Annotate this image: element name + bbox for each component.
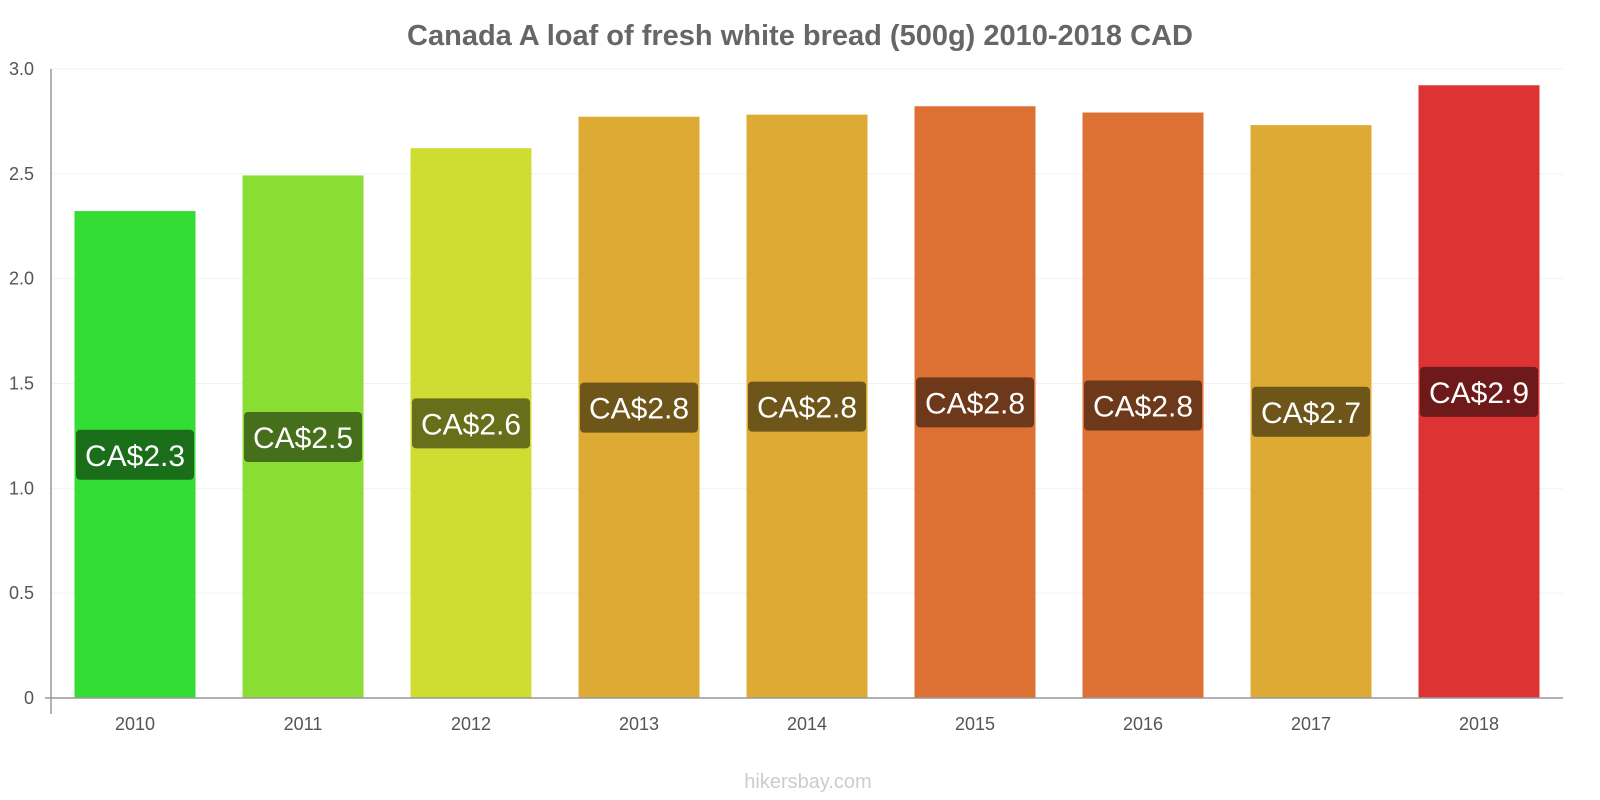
y-tick-label: 0.5 [9, 583, 34, 603]
data-label-box [916, 377, 1034, 428]
data-label: CA$2.8 [925, 387, 1025, 420]
data-label-box [748, 381, 866, 432]
x-tick-label: 2015 [955, 714, 995, 734]
x-tick-label: 2017 [1291, 714, 1331, 734]
data-label-box [76, 429, 194, 480]
x-tick-label: 2012 [451, 714, 491, 734]
y-tick-label: 2.0 [9, 269, 34, 289]
data-label: CA$2.6 [421, 408, 521, 441]
x-tick-label: 2016 [1123, 714, 1163, 734]
x-tick-label: 2013 [619, 714, 659, 734]
footer-watermark: hikersbay.com [744, 771, 871, 793]
data-label-box [412, 398, 530, 449]
data-label: CA$2.9 [1429, 377, 1529, 410]
x-tick-label: 2011 [284, 714, 323, 734]
y-tick-label: 1.0 [9, 478, 34, 498]
data-label: CA$2.5 [253, 422, 353, 455]
x-tick-label: 2018 [1459, 714, 1499, 734]
x-tick-label: 2014 [787, 714, 827, 734]
data-label-box [1084, 380, 1202, 431]
data-label: CA$2.7 [1261, 397, 1361, 430]
data-label: CA$2.8 [757, 392, 857, 425]
data-label-box [580, 382, 698, 433]
y-tick-label: 2.5 [9, 164, 34, 184]
data-label-box [244, 411, 362, 462]
axes: 0 0.5 1.0 1.5 2.0 2.5 3.0 2010 2011 2012 2013 2014 2… [9, 59, 1563, 734]
y-tick-label: 0 [24, 688, 34, 708]
data-labels: CA$2.3 CA$2.5 CA$2.6 CA$2.8 CA$2.8 CA$2.8 CA$2… [76, 366, 1538, 480]
y-tick-label: 3.0 [9, 59, 34, 79]
data-label: CA$2.8 [1093, 391, 1193, 424]
y-tick-label: 1.5 [9, 374, 34, 394]
data-label: CA$2.3 [85, 440, 185, 473]
data-label-box [1420, 366, 1538, 417]
data-label-box [1252, 386, 1370, 437]
data-label: CA$2.8 [589, 393, 689, 426]
x-tick-label: 2010 [115, 714, 155, 734]
chart-title: Canada A loaf of fresh white bread (500g… [407, 20, 1193, 52]
